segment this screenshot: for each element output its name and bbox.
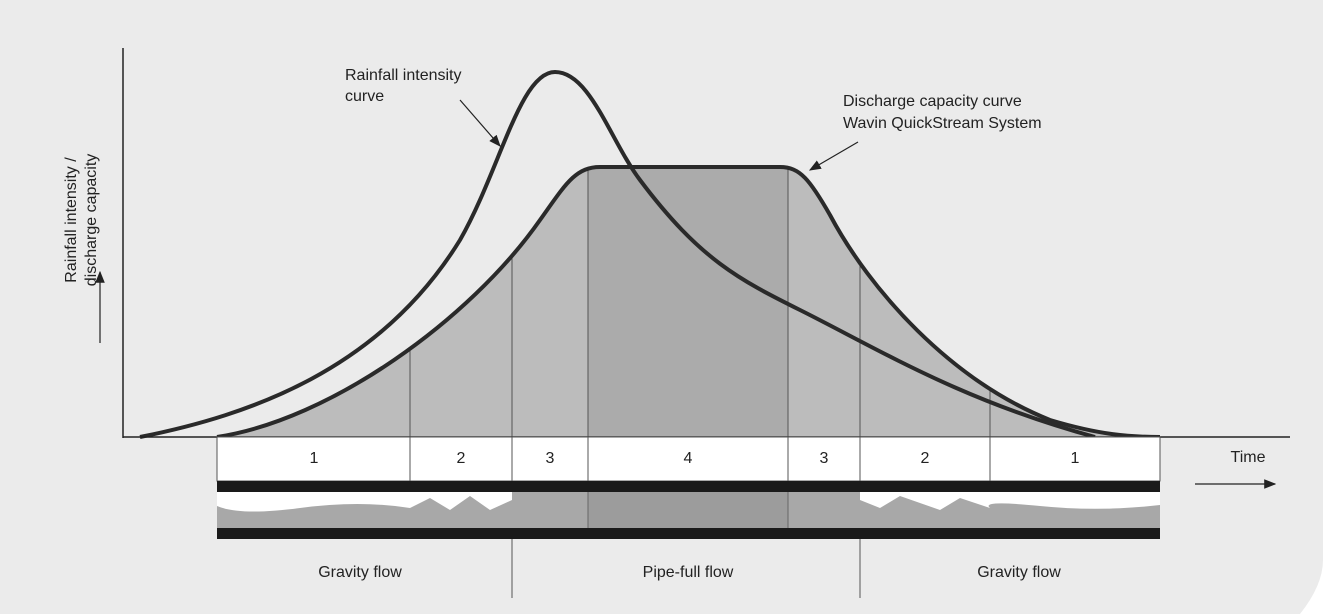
zone-label: 1 [1071,450,1080,467]
zone-label: 2 [457,450,466,467]
zone-label: 3 [820,450,829,467]
zone-label: 3 [546,450,555,467]
y-axis-label: discharge capacity [83,154,100,287]
flow-label: Gravity flow [977,564,1061,581]
annotation: Discharge capacity curve [843,93,1022,110]
pipe [217,481,1160,539]
flow-label: Pipe-full flow [643,564,734,581]
annotation: curve [345,88,384,105]
x-axis-label: Time [1231,449,1266,466]
zone-label: 4 [684,450,693,467]
diagram: 1 2 3 4 3 2 1 Gravity flow Pipe-full flo… [0,0,1323,614]
y-axis-label: Rainfall intensity / [63,157,80,283]
annotation: Rainfall intensity [345,67,462,84]
zone-label: 1 [310,450,319,467]
annotation: Wavin QuickStream System [843,115,1042,132]
flow-label: Gravity flow [318,564,402,581]
zone-label: 2 [921,450,930,467]
